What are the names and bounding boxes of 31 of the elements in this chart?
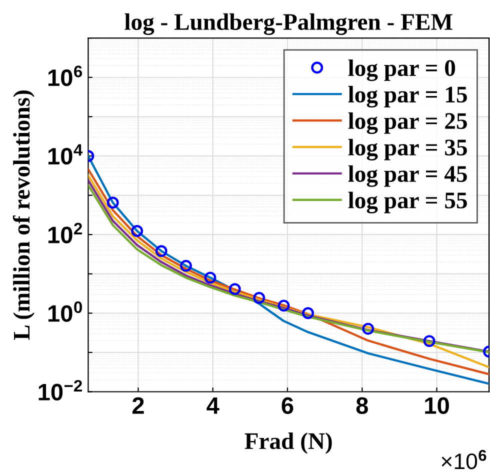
point: [362, 322, 374, 335]
point: [180, 260, 192, 272]
y-tick-label: 10$^{6}$: [48, 66, 82, 86]
x-tick-label: 8: [356, 397, 368, 414]
legend-label: log par = 55: [348, 192, 467, 214]
y-tick-label: 10$^{−2}$: [38, 380, 82, 401]
point: [253, 292, 266, 304]
x-tick-label: 10: [425, 397, 449, 414]
y-tick-label: 10$^{0}$: [48, 301, 82, 322]
text: ×10$^{6}$: [442, 450, 486, 470]
legend-label: log par = 45: [348, 165, 467, 187]
legend-label: log par = 15: [348, 86, 467, 108]
legend-label: log par = 0: [348, 59, 456, 82]
point: [302, 307, 314, 320]
point: [278, 300, 290, 312]
y-axis-title: L (million of revolutions): [12, 90, 35, 340]
point: [204, 272, 216, 284]
chart-title: log - Lundberg-Palmgren - FEM: [124, 13, 452, 35]
legend-label: log par = 25: [348, 112, 467, 134]
x-axis-title: Frad (N): [244, 432, 332, 454]
y-tick-label: 10$^{4}$: [48, 144, 83, 165]
x-tick-label: 6: [282, 397, 294, 414]
point: [228, 283, 241, 296]
x-tick-label: 2: [132, 397, 144, 414]
point: [106, 196, 119, 209]
x-tick-label: 4: [206, 397, 220, 414]
y-tick-label: 10$^{2}$: [48, 222, 82, 244]
point: [423, 335, 436, 348]
legend-label: log par = 35: [348, 138, 467, 160]
point: [131, 225, 144, 237]
point: [155, 245, 168, 258]
